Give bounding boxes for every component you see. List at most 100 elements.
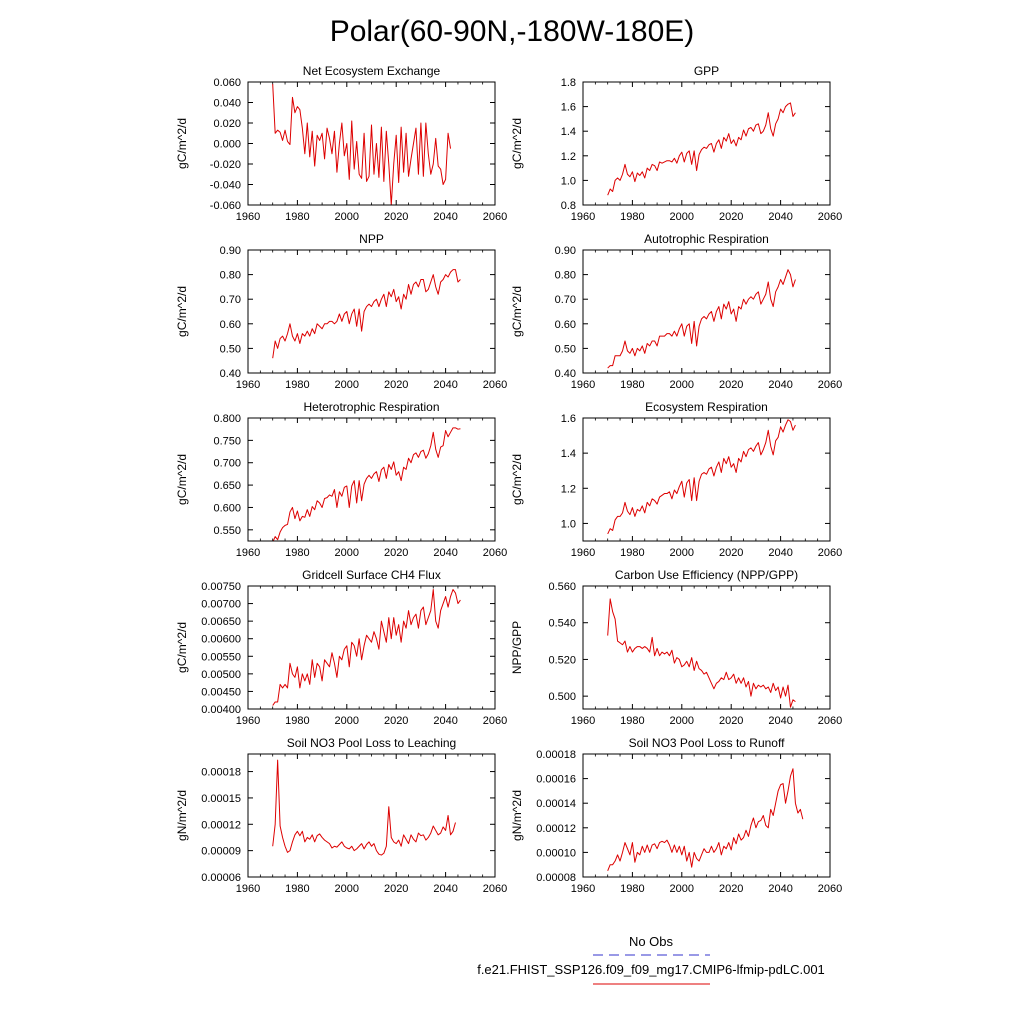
x-tick-label: 2000 bbox=[335, 211, 359, 223]
y-tick-label: 0.00012 bbox=[201, 819, 241, 831]
plot-frame bbox=[247, 417, 496, 542]
x-tick-label: 2060 bbox=[818, 715, 842, 727]
y-axis-label: gC/m^2/d bbox=[510, 118, 524, 169]
x-tick-label: 1980 bbox=[620, 211, 644, 223]
x-tick-label: 2040 bbox=[768, 547, 792, 559]
series-line-1 bbox=[607, 269, 796, 369]
x-tick-label: 2000 bbox=[335, 547, 359, 559]
panel-title: Soil NO3 Pool Loss to Runoff bbox=[629, 736, 786, 750]
y-tick-label: 0.00600 bbox=[201, 634, 241, 646]
legend-label-1: f.e21.FHIST_SSP126.f09_f09_mg17.CMIP6-lf… bbox=[477, 962, 825, 977]
x-tick-label: 1980 bbox=[620, 379, 644, 391]
y-tick-label: 1.0 bbox=[561, 518, 576, 530]
y-tick-label: 0.8 bbox=[561, 200, 576, 212]
x-tick-label: 2060 bbox=[818, 211, 842, 223]
y-axis-label: gC/m^2/d bbox=[510, 454, 524, 505]
x-tick-label: 2000 bbox=[670, 715, 694, 727]
y-tick-label: 0.000 bbox=[213, 139, 241, 151]
y-tick-label: -0.020 bbox=[210, 159, 241, 171]
x-tick-label: 2000 bbox=[335, 715, 359, 727]
series-line-1 bbox=[607, 419, 796, 535]
x-tick-label: 2000 bbox=[670, 379, 694, 391]
x-tick-label: 2000 bbox=[670, 211, 694, 223]
y-tick-label: 0.700 bbox=[213, 458, 241, 470]
y-axis-label: gC/m^2/d bbox=[510, 286, 524, 337]
y-tick-label: 0.00018 bbox=[536, 749, 576, 761]
chart-panel-3: NPP gC/m^2/d 1960 1980 2000 2020 2040 2060 0.40 0… bbox=[175, 232, 507, 391]
x-tick-label: 1960 bbox=[236, 547, 260, 559]
x-tick-label: 1980 bbox=[620, 883, 644, 895]
x-tick-label: 1960 bbox=[571, 715, 595, 727]
series-line-1 bbox=[607, 768, 804, 872]
x-tick-label: 2040 bbox=[768, 715, 792, 727]
y-tick-label: 0.90 bbox=[555, 245, 576, 257]
x-tick-label: 2000 bbox=[670, 883, 694, 895]
x-tick-label: 1980 bbox=[285, 883, 309, 895]
y-tick-label: 0.00400 bbox=[201, 704, 241, 716]
x-tick-label: 2020 bbox=[384, 211, 408, 223]
x-tick-label: 1960 bbox=[571, 211, 595, 223]
chart-panel-5: Heterotrophic Respiration gC/m^2/d 1960 198… bbox=[175, 400, 507, 559]
y-tick-label: 1.2 bbox=[561, 151, 576, 163]
y-tick-label: 0.500 bbox=[548, 691, 576, 703]
x-tick-label: 2020 bbox=[384, 547, 408, 559]
series-line-1 bbox=[272, 589, 461, 706]
y-tick-label: 0.00650 bbox=[201, 616, 241, 628]
plot-frame bbox=[247, 585, 496, 710]
y-tick-label: 0.560 bbox=[548, 581, 576, 593]
y-axis-label: gN/m^2/d bbox=[175, 790, 189, 841]
y-tick-label: 0.00008 bbox=[536, 872, 576, 884]
x-tick-label: 1980 bbox=[620, 715, 644, 727]
y-tick-label: 0.40 bbox=[220, 368, 241, 380]
x-tick-label: 2020 bbox=[384, 715, 408, 727]
y-tick-label: 0.70 bbox=[220, 294, 241, 306]
y-tick-label: 1.4 bbox=[561, 448, 576, 460]
x-tick-label: 2040 bbox=[433, 547, 457, 559]
y-tick-label: 0.00550 bbox=[201, 651, 241, 663]
legend-label-0: No Obs bbox=[629, 934, 674, 949]
y-tick-label: 0.50 bbox=[555, 343, 576, 355]
x-tick-label: 2060 bbox=[818, 547, 842, 559]
x-tick-label: 1960 bbox=[236, 379, 260, 391]
x-tick-label: 2000 bbox=[335, 883, 359, 895]
y-axis-label: gC/m^2/d bbox=[175, 454, 189, 505]
plot-frame bbox=[247, 753, 496, 878]
chart-panel-8: Carbon Use Efficiency (NPP/GPP) NPP/GPP 19… bbox=[510, 568, 842, 727]
series-line-1 bbox=[272, 269, 461, 359]
x-tick-label: 2060 bbox=[483, 211, 507, 223]
x-tick-label: 2060 bbox=[483, 547, 507, 559]
y-tick-label: 0.550 bbox=[213, 525, 241, 537]
figure-title: Polar(60-90N,-180W-180E) bbox=[330, 15, 695, 48]
y-tick-label: -0.040 bbox=[210, 180, 241, 192]
y-tick-label: 1.4 bbox=[561, 126, 576, 138]
x-tick-label: 1980 bbox=[620, 547, 644, 559]
y-tick-label: 1.0 bbox=[561, 175, 576, 187]
plot-frame bbox=[582, 417, 831, 542]
y-axis-label: gC/m^2/d bbox=[175, 118, 189, 169]
y-axis-label: gN/m^2/d bbox=[510, 790, 524, 841]
series-line-1 bbox=[607, 102, 796, 196]
x-tick-label: 2060 bbox=[483, 379, 507, 391]
y-tick-label: 0.90 bbox=[220, 245, 241, 257]
x-tick-label: 1960 bbox=[571, 379, 595, 391]
x-tick-label: 2000 bbox=[335, 379, 359, 391]
x-tick-label: 1960 bbox=[236, 211, 260, 223]
panel-title: Ecosystem Respiration bbox=[645, 400, 768, 414]
x-tick-label: 1960 bbox=[236, 883, 260, 895]
plot-frame bbox=[582, 753, 831, 878]
x-tick-label: 2040 bbox=[433, 379, 457, 391]
y-tick-label: 0.80 bbox=[220, 270, 241, 282]
x-tick-label: 2020 bbox=[719, 883, 743, 895]
chart-panel-1: Net Ecosystem Exchange gC/m^2/d 1960 1980 20… bbox=[175, 64, 507, 223]
series-line-1 bbox=[607, 598, 796, 708]
x-tick-label: 1980 bbox=[285, 547, 309, 559]
plot-frame bbox=[247, 249, 496, 374]
x-tick-label: 2040 bbox=[768, 211, 792, 223]
y-tick-label: 0.020 bbox=[213, 118, 241, 130]
y-tick-label: 1.2 bbox=[561, 483, 576, 495]
x-tick-label: 2040 bbox=[433, 883, 457, 895]
y-tick-label: 0.00012 bbox=[536, 823, 576, 835]
x-tick-label: 2060 bbox=[483, 883, 507, 895]
y-tick-label: 0.00700 bbox=[201, 599, 241, 611]
